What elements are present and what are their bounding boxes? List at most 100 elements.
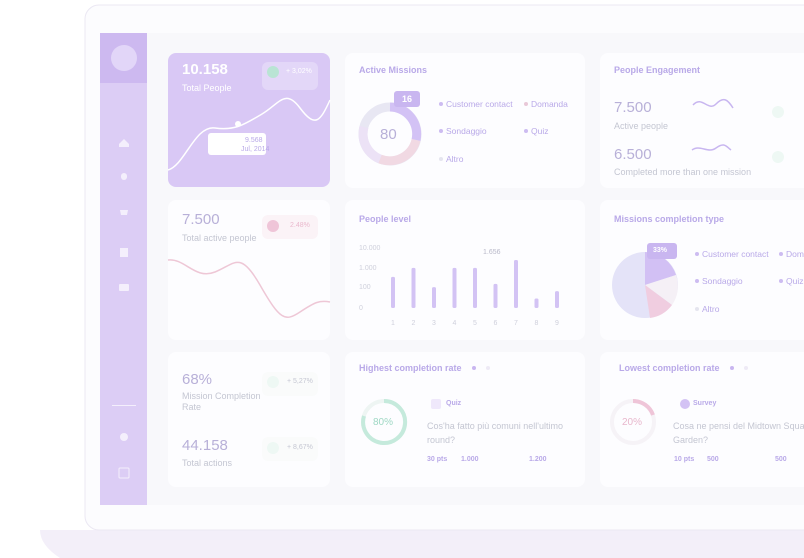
cards xyxy=(168,53,804,487)
tag-icon xyxy=(431,399,441,409)
down-icon xyxy=(267,220,279,232)
x-tick-label: 7 xyxy=(514,320,518,327)
donut-segment xyxy=(378,138,421,166)
legend-label: Customer contact xyxy=(446,99,513,109)
tag: Quiz xyxy=(446,400,462,407)
card xyxy=(600,53,804,188)
question: Cosa ne pensi del Midtown Square Garden? xyxy=(673,421,804,446)
card-title: Active Missions xyxy=(359,65,428,75)
metric-value: 10.158 xyxy=(182,61,228,78)
bar xyxy=(432,287,436,308)
badge-text: 16 xyxy=(402,94,413,104)
legend-dots xyxy=(439,102,528,161)
sparkline xyxy=(167,259,331,318)
legend-label: Sondaggio xyxy=(446,126,487,136)
sidebar xyxy=(100,33,147,505)
sparkline xyxy=(692,98,734,109)
settings-icon[interactable] xyxy=(120,433,128,441)
bar xyxy=(493,283,498,308)
donut-segment xyxy=(358,125,382,164)
card-title: People Engagement xyxy=(614,65,701,75)
x-tick-label: 2 xyxy=(412,320,416,327)
x-tick-label: 5 xyxy=(473,320,477,327)
trophy-icon[interactable] xyxy=(120,210,128,215)
card xyxy=(345,200,585,340)
change: 2.48% xyxy=(290,222,310,229)
y-tick-label: 10.000 xyxy=(359,245,381,252)
pie-slice xyxy=(645,285,672,318)
tooltip-date: Jul, 2014 xyxy=(241,146,270,153)
sparkline xyxy=(691,144,732,151)
legend-label: Customer contact xyxy=(702,249,769,259)
card xyxy=(345,352,585,487)
pager-dot[interactable] xyxy=(472,366,476,370)
x-tick-label: 6 xyxy=(494,320,498,327)
points: 30 pts xyxy=(427,456,448,463)
metric-value: 7.500 xyxy=(614,99,652,116)
metric-label: Active people xyxy=(614,121,669,131)
donut xyxy=(358,102,422,166)
pager-dots xyxy=(472,366,748,370)
x-tick-label: 9 xyxy=(555,320,559,327)
metric-label: Total actions xyxy=(182,458,233,468)
legend-dot xyxy=(524,129,528,133)
badge xyxy=(647,243,677,259)
donut-center: 80 xyxy=(380,126,397,143)
bar xyxy=(473,267,477,308)
stat: 1.200 xyxy=(529,456,547,463)
legend-label: Sondaggio xyxy=(702,276,743,286)
book-icon[interactable] xyxy=(120,248,128,257)
metric-label: Total People xyxy=(182,83,232,93)
legend-dot xyxy=(695,279,699,283)
stat: 500 xyxy=(707,456,719,463)
bar xyxy=(411,267,416,308)
legend-dot xyxy=(524,102,528,106)
x-tick-label: 8 xyxy=(535,320,539,327)
legend-dot xyxy=(779,279,783,283)
legend-dot xyxy=(779,252,783,256)
change: + 8,67% xyxy=(287,444,313,451)
pie xyxy=(612,252,678,318)
up-icon xyxy=(772,151,784,163)
mic-icon[interactable] xyxy=(121,173,127,180)
pager-dot[interactable] xyxy=(486,366,490,370)
points: 10 pts xyxy=(674,456,695,463)
badge-text: 33% xyxy=(653,247,668,254)
x-tick-label: 1 xyxy=(391,320,395,327)
metric-value: 7.500 xyxy=(182,211,220,228)
pager-dot[interactable] xyxy=(744,366,748,370)
legend-label: Altro xyxy=(446,154,464,164)
y-tick-label: 1.000 xyxy=(359,265,377,272)
bar xyxy=(514,260,518,308)
x-tick-label: 4 xyxy=(453,320,457,327)
card-title: Highest completion rate xyxy=(359,363,462,373)
legend-dot xyxy=(695,307,699,311)
avatar[interactable] xyxy=(111,45,137,71)
legend-label: Quiz xyxy=(531,126,549,136)
legend-dots xyxy=(695,252,783,311)
y-tick-label: 0 xyxy=(359,305,363,312)
sparkline xyxy=(167,97,331,171)
laptop-base xyxy=(40,530,804,558)
change: + 5,27% xyxy=(287,378,313,385)
pie-slice xyxy=(645,252,676,285)
y-tick-label: 100 xyxy=(359,284,371,291)
card xyxy=(600,352,804,487)
pager-dot[interactable] xyxy=(730,366,734,370)
logout-icon[interactable] xyxy=(118,467,130,479)
metric-value: 68% xyxy=(182,371,213,388)
ring-progress xyxy=(632,398,655,416)
tooltip-value: 1.656 xyxy=(483,249,501,256)
tooltip-value: 9.568 xyxy=(245,137,263,144)
pie-slice xyxy=(645,275,678,305)
metric-label: Total active people xyxy=(182,233,257,243)
chat-icon[interactable] xyxy=(119,284,129,291)
metric-value: 44.158 xyxy=(182,437,228,454)
legend-dot xyxy=(439,157,443,161)
home-icon[interactable] xyxy=(119,139,129,147)
divider xyxy=(112,405,136,406)
tooltip xyxy=(208,133,266,155)
change: + 3,02% xyxy=(286,68,312,75)
